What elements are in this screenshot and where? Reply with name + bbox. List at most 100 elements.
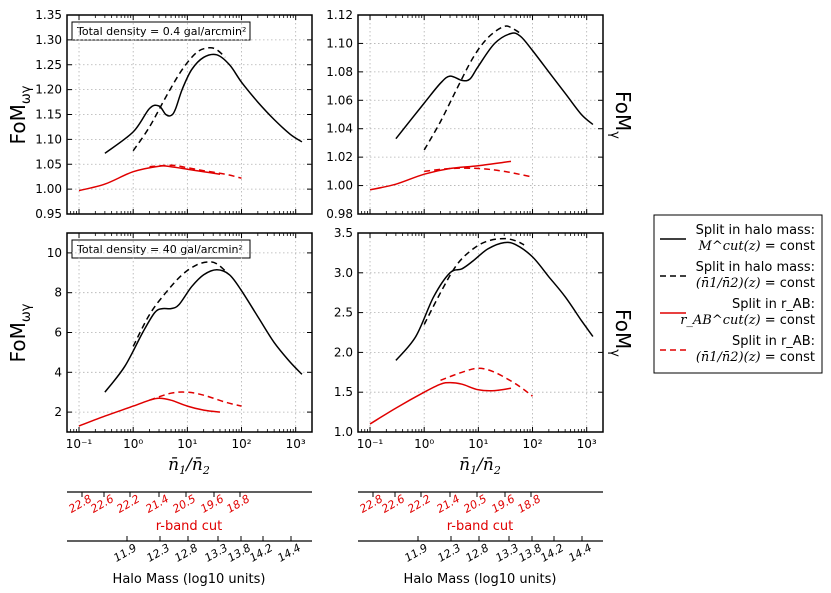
ytick-label: 0.95 [35,207,62,221]
rband-tick-label: 22.6 [88,492,116,516]
legend-math: (n̄1/n̄2)(z) [696,276,761,291]
ylabel-bottom-left: FoMωγ [6,303,34,362]
series-rab_const [369,381,512,425]
legend: Split in halo mass:M^cut(z) = constSplit… [653,214,823,374]
ytick-label: 1.08 [326,65,353,79]
ytick-label: 2.5 [334,306,353,320]
ytick-label: 3.5 [334,226,353,240]
series-halo_const [104,269,303,393]
ytick-label: 1.00 [326,179,353,193]
xlabel-left: n̄1/n̄2 [168,455,210,477]
series-rab_ratio [149,391,242,407]
rband-tick-label: 20.5 [170,492,198,516]
xtick-label: 10¹ [468,437,488,451]
xtick-label: 10² [231,437,251,451]
xtick-label: 10² [522,437,542,451]
legend-condition: (n̄1/n̄2)(z) = const [696,276,815,291]
series-halo_const [104,53,303,154]
ytick-label: 1.30 [35,33,62,47]
series-rab_ratio [440,367,533,397]
ylabel-top-right: FoMγ [607,91,635,139]
rband-caption-right: r-band cut [447,519,514,534]
rband-caption-left: r-band cut [156,519,223,534]
xtick-label: 10⁰ [123,437,143,451]
series-rab_const [78,165,221,192]
mass-caption-left: Halo Mass (log10 units) [113,572,266,587]
legend-condition: (n̄1/n̄2)(z) = const [696,350,815,365]
ytick-label: 1.10 [326,36,353,50]
series-halo_ratio [423,237,525,325]
series-rab_const [369,160,512,191]
ytick-label: 1.04 [326,122,353,136]
legend-rel: = const [761,350,815,365]
series-halo_ratio [132,46,226,152]
rband-tick-label: 19.6 [489,492,517,516]
ytick-label: 1.00 [35,182,62,196]
ylabel-top-left: FoMωγ [6,85,34,144]
legend-title: Split in r_AB: [732,334,815,349]
series-halo_ratio [132,261,226,347]
xtick-label: 10³ [286,437,306,451]
plot-top-left: 0.95 1.00 1.05 1.10 1.15 1.20 1.25 1.30 1.35 [35,8,313,221]
series-rab_const [78,397,221,427]
ytick-label: 1.0 [334,425,353,439]
legend-rel: = const [761,276,815,291]
mass-tick-label: 12.3 [435,541,463,565]
mass-caption-right: Halo Mass (log10 units) [404,572,557,587]
legend-math: r_AB^cut(z) [680,313,760,328]
xtick-label: 10³ [577,437,597,451]
ytick-label: 1.05 [35,157,62,171]
legend-math: M^cut(z) [698,239,761,254]
xlabel-right: n̄1/n̄2 [459,455,501,477]
rband-tick-label: 21.4 [143,492,171,516]
mass-tick-label: 12.8 [463,541,491,565]
mass-tick-label: 14.2 [538,541,566,565]
ytick-label: 8 [54,286,62,300]
ytick-label: 3.0 [334,266,353,280]
ytick-label: 1.12 [326,8,353,22]
ytick-label: 1.25 [35,58,62,72]
series-halo_const [395,241,594,361]
legend-condition: r_AB^cut(z) = const [680,313,815,328]
density-label-bottom: Total density = 40 gal/arcmin² [76,243,243,256]
mass-tick-label: 11.9 [402,541,430,565]
secondary-axes-left: r-band cut Halo Mass (log10 units) 22.82… [66,491,312,587]
rband-tick-label: 22.2 [114,492,142,516]
rband-tick-label: 20.5 [461,492,489,516]
series-halo_ratio [423,25,521,151]
secondary-axes-right: r-band cut Halo Mass (log10 units) 22.82… [357,491,603,587]
plot-bottom-right: 10⁻¹ 10⁰ 10¹ 10² 10³ 1.0 1.5 2.0 2.5 3.0 3.5 [334,226,604,451]
rband-tick-label: 19.6 [198,492,226,516]
legend-rel: = const [761,313,815,328]
ytick-label: 6 [54,326,62,340]
legend-title: Split in r_AB: [732,297,815,312]
rband-tick-label: 22.6 [379,492,407,516]
xtick-label: 10⁻¹ [357,437,384,451]
legend-rel: = const [761,239,815,254]
xtick-label: 10¹ [177,437,197,451]
rband-tick-label: 21.4 [434,492,462,516]
panel-bottom-right [357,232,604,433]
ytick-label: 1.06 [326,93,353,107]
panel-top-right [357,14,604,215]
ytick-label: 1.10 [35,132,62,146]
xtick-label: 10⁰ [414,437,434,451]
ytick-label: 10 [47,246,62,260]
mass-tick-label: 11.9 [111,541,139,565]
rband-tick-label: 18.8 [224,492,252,516]
ytick-label: 1.5 [334,385,353,399]
density-label-top: Total density = 0.4 gal/arcmin² [76,25,246,38]
mass-tick-label: 12.3 [144,541,172,565]
ylabel-bottom-right: FoMγ [607,309,635,357]
mass-tick-label: 14.4 [275,541,303,565]
rband-tick-label: 22.2 [405,492,433,516]
mass-tick-label: 14.4 [566,541,594,565]
ytick-label: 1.02 [326,150,353,164]
plot-top-right: 0.98 1.00 1.02 1.04 1.06 1.08 1.10 1.12 [326,8,604,221]
ytick-label: 0.98 [326,207,353,221]
series-halo_const [395,32,594,140]
legend-math: (n̄1/n̄2)(z) [696,350,761,365]
ytick-label: 1.35 [35,8,62,22]
rband-tick-label: 18.8 [515,492,543,516]
legend-title: Split in halo mass: [696,260,815,275]
